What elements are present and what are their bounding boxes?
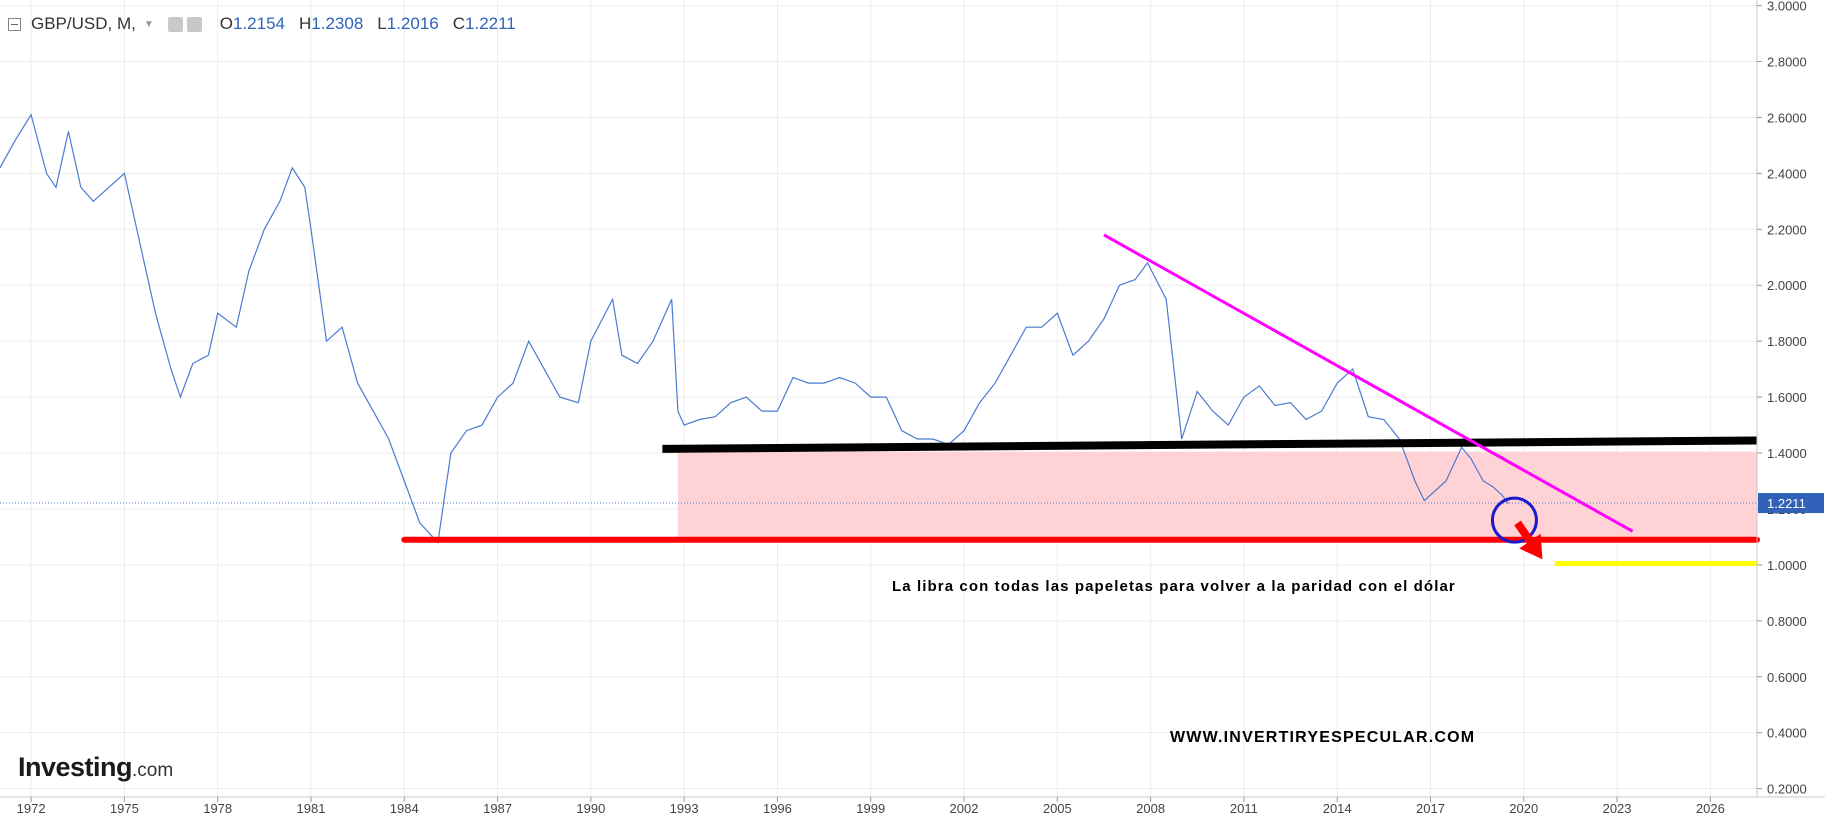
high-value: 1.2308 bbox=[311, 14, 364, 33]
x-tick-label: 2014 bbox=[1323, 801, 1352, 816]
website-annotation: WWW.INVERTIRYESPECULAR.COM bbox=[1170, 729, 1475, 746]
x-tick-label: 2017 bbox=[1416, 801, 1445, 816]
y-tick-label: 2.0000 bbox=[1767, 278, 1807, 293]
close-value: 1.2211 bbox=[465, 14, 516, 33]
parity-annotation: La libra con todas las papeletas para vo… bbox=[892, 578, 1456, 595]
support-zone-fill bbox=[677, 451, 1757, 540]
arrow-shaft bbox=[1514, 520, 1534, 544]
y-tick-label: 1.0000 bbox=[1767, 558, 1807, 573]
brand-logo: Investing.com bbox=[18, 752, 173, 783]
x-axis[interactable]: 1972 1975 1978 1981 1984 1987 1990 1993 1996 1999… bbox=[17, 797, 1725, 816]
low-value: 1.2016 bbox=[386, 14, 439, 33]
x-tick-label: 2023 bbox=[1603, 801, 1632, 816]
close-key: C bbox=[452, 14, 466, 33]
down-arrow-icon bbox=[1514, 520, 1543, 560]
y-axis[interactable]: 3.0000 2.8000 2.6000 2.4000 2.2000 2.0000 1.80… bbox=[1757, 0, 1807, 797]
gbpusd-price-line bbox=[0, 113, 1509, 544]
price-circle-marker bbox=[1490, 496, 1538, 544]
x-tick-label: 1990 bbox=[576, 801, 605, 816]
x-tick-label: 2020 bbox=[1509, 801, 1538, 816]
y-tick-label: 3.0000 bbox=[1767, 0, 1807, 14]
x-tick-label: 2011 bbox=[1230, 801, 1258, 816]
y-tick-label: 0.4000 bbox=[1767, 726, 1807, 741]
x-tick-label: 1984 bbox=[390, 801, 419, 816]
collapse-icon[interactable] bbox=[8, 17, 21, 31]
x-tick-label: 2002 bbox=[950, 801, 979, 816]
current-price-badge: 1.2211 bbox=[1758, 493, 1824, 514]
brand-suffix: .com bbox=[132, 760, 174, 781]
y-tick-label: 2.6000 bbox=[1767, 110, 1807, 125]
x-tick-label: 1972 bbox=[17, 801, 46, 816]
resistance-trendline bbox=[1103, 233, 1634, 533]
y-tick-label: 1.4000 bbox=[1767, 446, 1807, 461]
arrow-head bbox=[1519, 533, 1543, 560]
x-tick-label: 1993 bbox=[670, 801, 699, 816]
x-tick-label: 2008 bbox=[1136, 801, 1165, 816]
brand-name: Investing bbox=[18, 752, 133, 782]
x-tick-label: 1978 bbox=[203, 801, 232, 816]
y-tick-label: 0.2000 bbox=[1767, 782, 1807, 797]
gear-icon[interactable] bbox=[186, 16, 202, 32]
y-tick-label: 2.8000 bbox=[1767, 55, 1807, 70]
y-tick-label: 2.4000 bbox=[1767, 166, 1807, 181]
y-tick-label: 1.8000 bbox=[1767, 334, 1807, 349]
low-key: L bbox=[377, 14, 387, 33]
price-badge-bg bbox=[1758, 493, 1824, 514]
support-line-black bbox=[662, 436, 1758, 453]
chevron-down-icon[interactable]: ▼ bbox=[143, 18, 154, 30]
price-badge-label: 1.2211 bbox=[1767, 496, 1806, 511]
x-tick-label: 1987 bbox=[483, 801, 512, 816]
eye-icon[interactable] bbox=[167, 16, 183, 32]
x-tick-label: 2005 bbox=[1043, 801, 1072, 816]
y-tick-label: 2.2000 bbox=[1767, 222, 1807, 237]
high-key: H bbox=[299, 14, 312, 33]
x-tick-label: 1999 bbox=[856, 801, 885, 816]
open-key: O bbox=[219, 14, 233, 33]
y-tick-label: 0.6000 bbox=[1767, 670, 1807, 685]
y-tick-label: 1.6000 bbox=[1767, 390, 1807, 405]
open-value: 1.2154 bbox=[233, 14, 285, 33]
x-tick-label: 2026 bbox=[1696, 801, 1725, 816]
x-tick-label: 1996 bbox=[763, 801, 792, 816]
x-tick-label: 1975 bbox=[110, 801, 139, 816]
grid-lines bbox=[0, 0, 1757, 797]
x-tick-label: 1981 bbox=[297, 801, 326, 816]
y-tick-label: 0.8000 bbox=[1767, 614, 1807, 629]
symbol-label: GBP/USD, M, bbox=[31, 14, 136, 33]
